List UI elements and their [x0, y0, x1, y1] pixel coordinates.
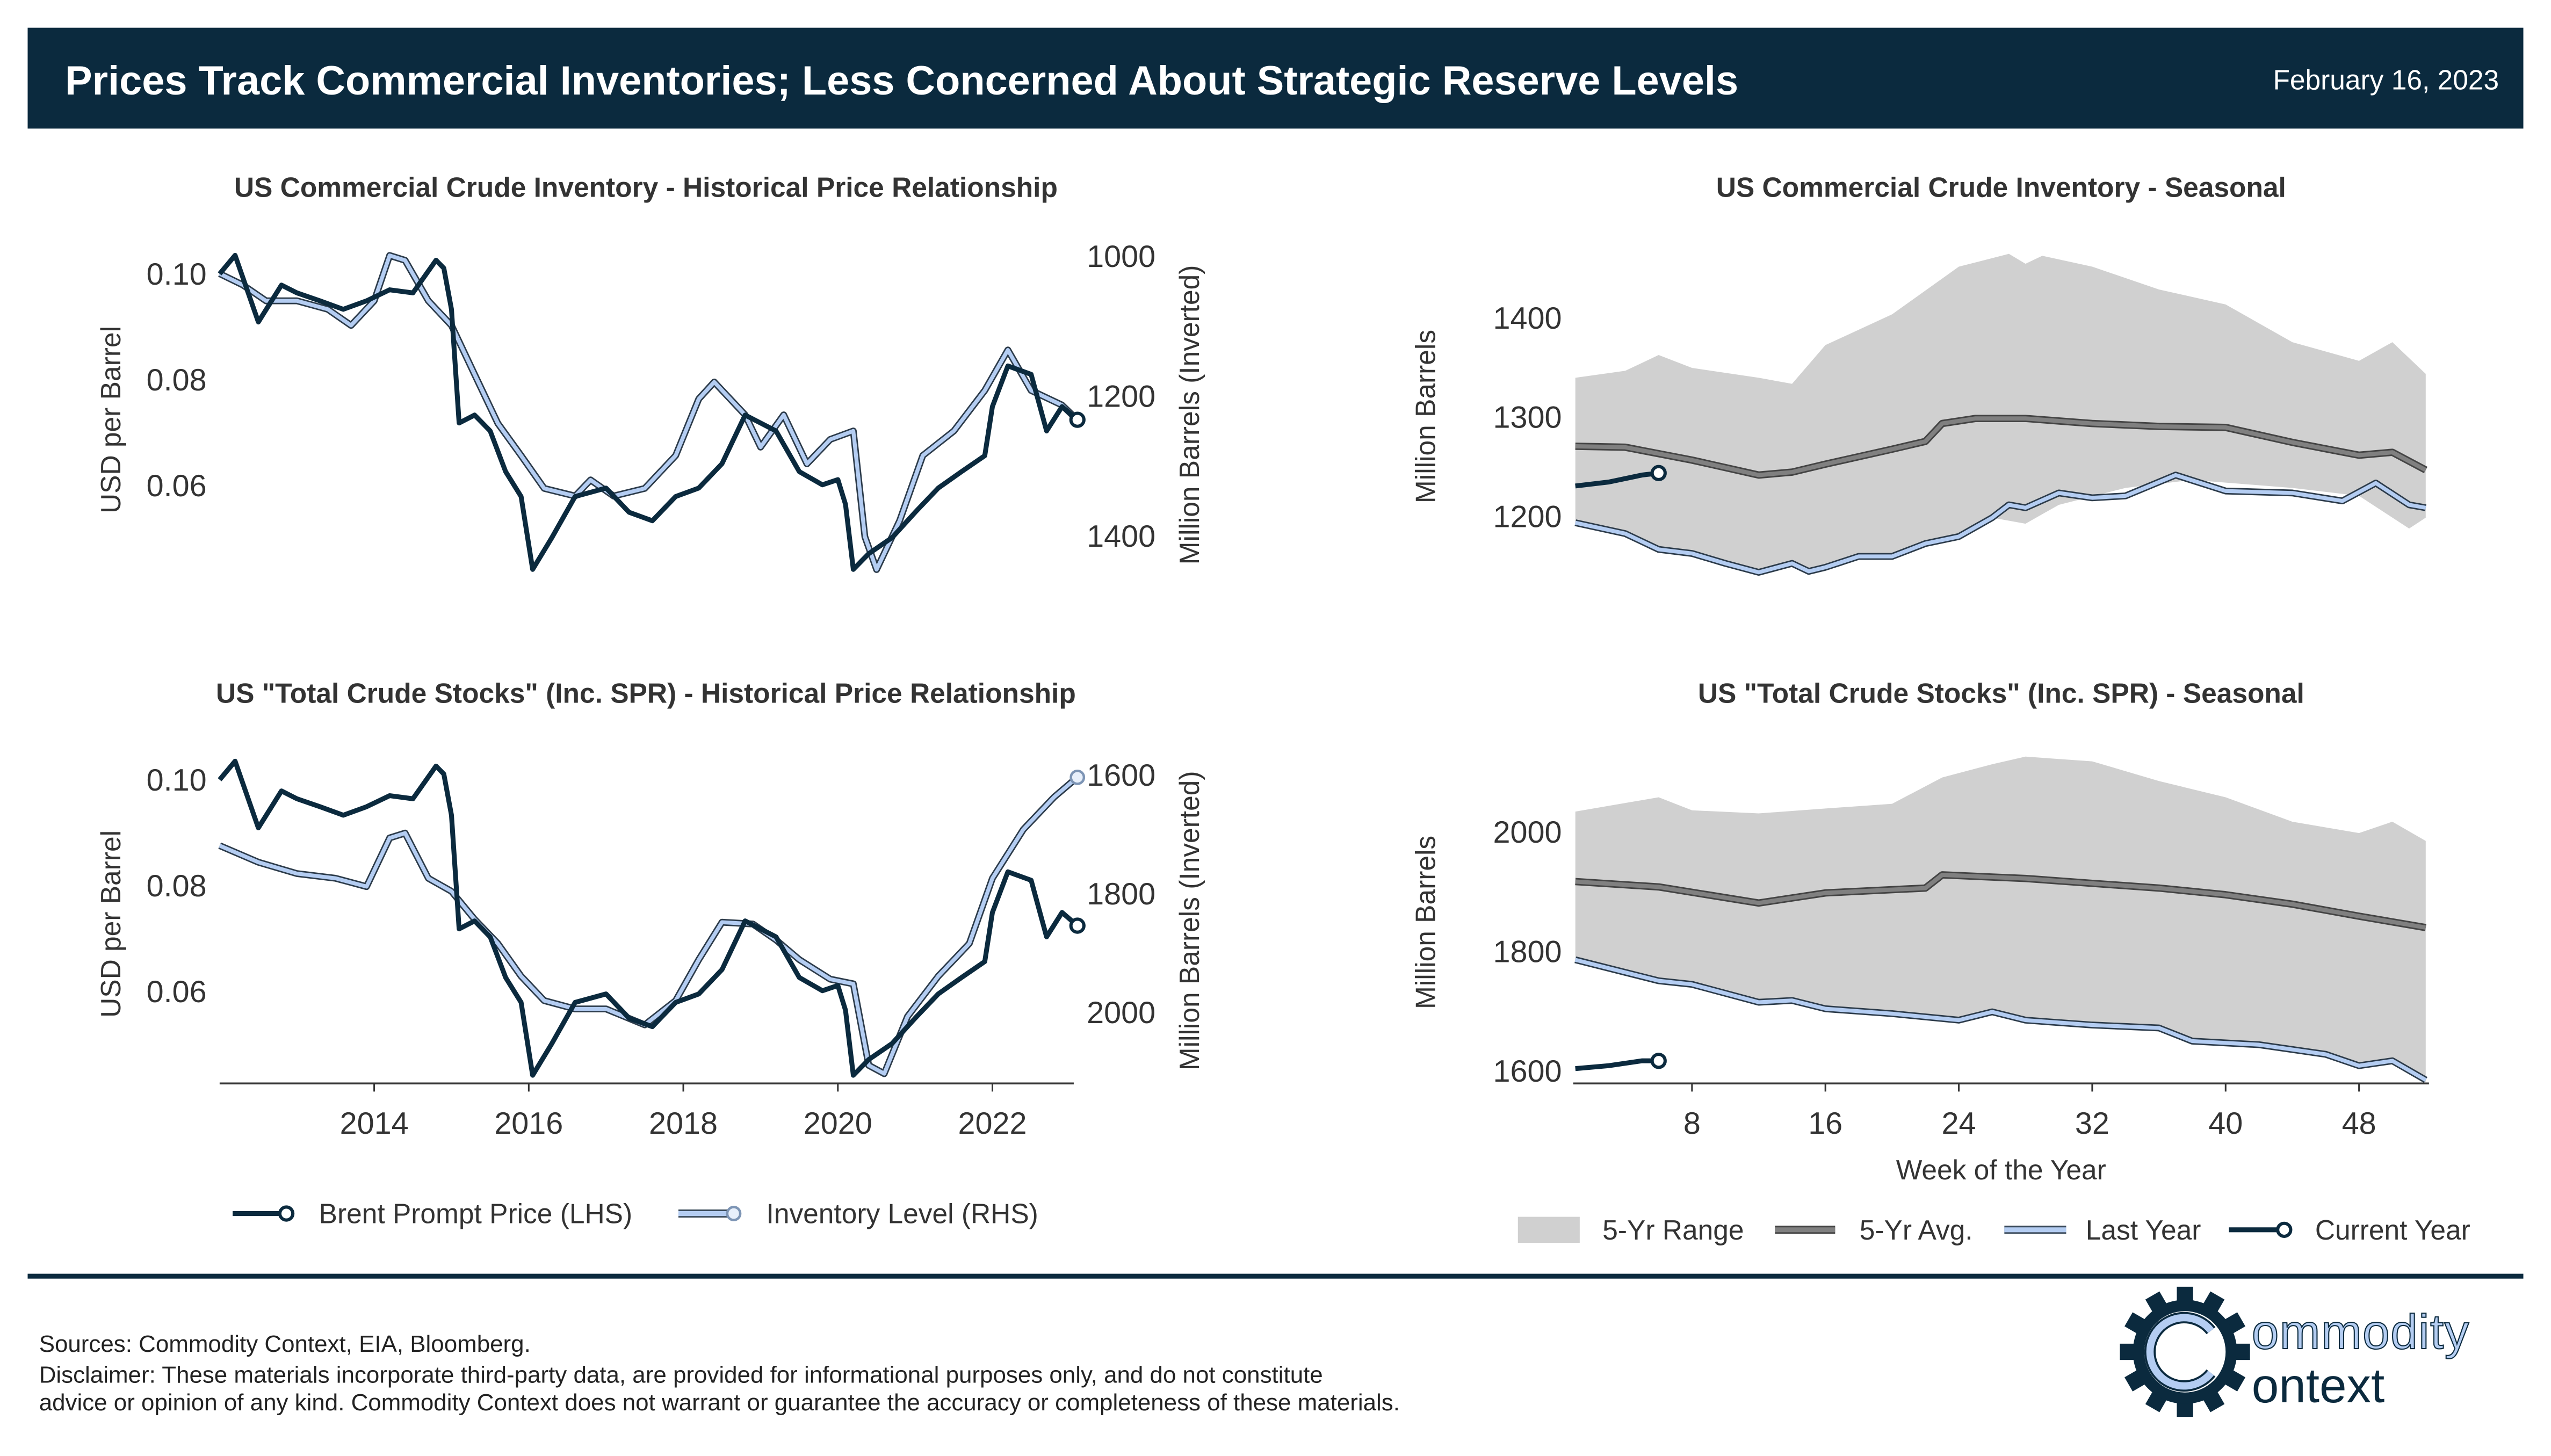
y-tick-tr: 1300: [1493, 401, 1562, 435]
five-year-avg-line-tr: [1575, 416, 2427, 477]
current-year-marker-br: [1650, 1053, 1667, 1069]
legend-marker-price: [278, 1205, 295, 1222]
y-axis-right-label-tl: Million Barrels (Inverted): [1174, 265, 1205, 565]
legend-current: Current Year: [2315, 1214, 2470, 1245]
gear-icon: [2120, 1286, 2250, 1417]
commodity-context-logo: ommodity ontext: [2120, 1286, 2470, 1417]
price-end-marker-tl: [1069, 411, 1086, 428]
y-right-tick-tl: 1200: [1087, 379, 1155, 414]
current-year-line-tr: [1575, 470, 1659, 489]
y-right-tick-tl: 1000: [1087, 240, 1155, 274]
price-end-marker-bl: [1069, 917, 1086, 934]
x-tick-bl: 2020: [804, 1106, 872, 1141]
legend-right: 5-Yr Range 5-Yr Avg. Last Year Current Y…: [1517, 1214, 2470, 1245]
price-line-tl: [218, 252, 1079, 572]
footer-sources: Sources: Commodity Context, EIA, Bloombe…: [39, 1331, 531, 1357]
legend-last: Last Year: [2086, 1214, 2201, 1245]
x-tick-br: 48: [2342, 1106, 2376, 1141]
x-axis-label-br: Week of the Year: [1896, 1154, 2106, 1185]
svg-text:ommodity: ommodity: [2252, 1305, 2470, 1359]
current-year-line-br: [1575, 1058, 1659, 1071]
chart-title-tr: US Commercial Crude Inventory - Seasonal: [1716, 172, 2286, 203]
svg-text:ontext: ontext: [2252, 1359, 2385, 1413]
footer-disclaimer-2: advice or opinion of any kind. Commodity…: [39, 1389, 1400, 1416]
price-line-bl: [218, 758, 1079, 1078]
x-tick-bl: 2022: [958, 1106, 1027, 1141]
y-axis-label-tl: USD per Barrel: [95, 326, 126, 513]
y-axis-label-tr: Million Barrels: [1410, 330, 1441, 503]
chart-title-tl: US Commercial Crude Inventory - Historic…: [234, 172, 1058, 203]
chart-title-br: US "Total Crude Stocks" (Inc. SPR) - Sea…: [1698, 678, 2304, 709]
y-tick-tl: 0.08: [147, 363, 207, 397]
x-tick-br: 24: [1942, 1106, 1976, 1141]
y-axis-label-br: Million Barrels: [1410, 836, 1441, 1009]
y-tick-tr: 1200: [1493, 499, 1562, 534]
x-tick-br: 40: [2208, 1106, 2243, 1141]
y-tick-tr: 1400: [1493, 301, 1562, 336]
last-year-line-tr: [1574, 473, 2426, 575]
x-tick-bl: 2016: [494, 1106, 563, 1141]
page-title: Prices Track Commercial Inventories; Les…: [65, 58, 1738, 104]
y-axis-right-label-bl: Million Barrels (Inverted): [1174, 771, 1205, 1071]
legend-marker-current: [2276, 1221, 2293, 1238]
y-tick-tl: 0.06: [147, 469, 207, 503]
chart-title-bl: US "Total Crude Stocks" (Inc. SPR) - His…: [216, 678, 1076, 709]
legend-range: 5-Yr Range: [1602, 1214, 1744, 1245]
current-year-marker-tr: [1650, 465, 1667, 481]
y-tick-br: 1600: [1493, 1054, 1562, 1089]
y-tick-tl: 0.10: [147, 257, 207, 292]
legend-price: Brent Prompt Price (LHS): [319, 1198, 632, 1229]
y-tick-bl: 0.06: [147, 975, 207, 1009]
x-tick-br: 32: [2075, 1106, 2109, 1141]
legend-avg: 5-Yr Avg.: [1860, 1214, 1973, 1245]
y-tick-br: 1800: [1493, 935, 1562, 969]
x-tick-br: 16: [1808, 1106, 1842, 1141]
y-tick-bl: 0.10: [147, 763, 207, 798]
footer-disclaimer-1: Disclaimer: These materials incorporate …: [39, 1362, 1323, 1388]
x-tick-bl: 2014: [340, 1106, 409, 1141]
title-bar: [27, 27, 2524, 129]
x-tick-bl: 2018: [649, 1106, 718, 1141]
legend-marker-inventory: [726, 1206, 742, 1221]
y-tick-br: 2000: [1493, 815, 1562, 850]
five-year-avg-line-br: [1575, 873, 2426, 930]
inventory-end-marker-bl: [1069, 769, 1086, 785]
legend-inventory: Inventory Level (RHS): [767, 1198, 1038, 1229]
y-right-tick-bl: 1600: [1087, 758, 1155, 793]
legend-swatch-range: [1517, 1216, 1580, 1243]
footer-divider: [27, 1273, 2524, 1279]
y-right-tick-bl: 2000: [1087, 996, 1155, 1030]
y-right-tick-bl: 1800: [1087, 877, 1155, 911]
legend-left: Brent Prompt Price (LHS) Inventory Level…: [233, 1198, 1038, 1229]
y-tick-bl: 0.08: [147, 869, 207, 903]
report-date: February 16, 2023: [2273, 64, 2499, 96]
five-year-range-area-tr: [1575, 253, 2426, 573]
y-right-tick-tl: 1400: [1087, 519, 1155, 554]
last-year-line-br: [1574, 958, 2427, 1082]
y-axis-label-bl: USD per Barrel: [95, 830, 126, 1018]
x-tick-br: 8: [1683, 1106, 1701, 1141]
